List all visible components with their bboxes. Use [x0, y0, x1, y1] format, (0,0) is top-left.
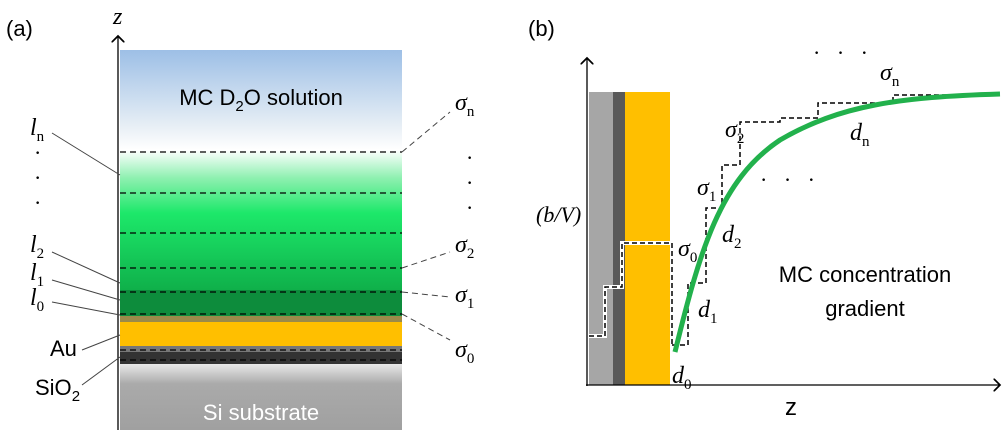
thickness-label: d0	[672, 363, 692, 393]
subscript: 0	[37, 299, 45, 315]
subscript: n	[862, 134, 870, 150]
density-label: σ1	[697, 175, 716, 205]
text: SiO	[35, 375, 72, 400]
svg-text:·: ·	[466, 195, 473, 220]
figure: (a) z MC D2O solution Si substrate Au Si…	[0, 0, 1006, 430]
interface-layer	[120, 316, 402, 322]
svg-text:·: ·	[466, 170, 473, 195]
subscript: n	[37, 129, 45, 145]
subscript: 2	[737, 131, 745, 147]
svg-text:·: ·	[34, 165, 41, 190]
thickness-label: d2	[722, 222, 742, 252]
oxide-layer	[120, 346, 402, 352]
thickness-label: d1	[698, 297, 718, 327]
subscript: 1	[37, 274, 45, 290]
annotation: gradient	[825, 296, 905, 321]
subscript: 2	[734, 236, 742, 252]
gold-label: Au	[50, 336, 77, 361]
leaders	[402, 112, 450, 340]
density-label: σ0	[455, 337, 474, 367]
thickness-label: dn	[850, 120, 870, 150]
svg-text:·: ·	[466, 145, 473, 170]
subscript: 2	[72, 388, 80, 405]
gradient-layer	[120, 150, 402, 290]
layer-label: ln	[30, 115, 45, 145]
layer-label: l2	[30, 232, 44, 262]
oxide-label: SiO2	[35, 375, 80, 405]
substrate-block	[589, 92, 613, 385]
axis-label: z	[785, 394, 797, 421]
oxide-block	[613, 92, 625, 385]
text: MC D	[179, 85, 235, 110]
axis-label: z	[112, 4, 123, 30]
axis-label: (b/V)	[536, 202, 581, 227]
density-label: σ0	[678, 236, 697, 266]
annotation: MC concentration	[779, 262, 951, 287]
density-label: σn	[455, 90, 475, 120]
panel-label: (a)	[6, 16, 33, 41]
subscript: n	[467, 104, 475, 120]
density-label: σn	[880, 60, 900, 90]
subscript: 2	[37, 246, 45, 262]
svg-text:·: ·	[34, 190, 41, 215]
subscript: 0	[467, 351, 475, 367]
density-label: σ1	[455, 282, 474, 312]
subscript: n	[892, 74, 900, 90]
subscript: 0	[690, 250, 698, 266]
svg-text:· · ·: · · ·	[813, 40, 868, 65]
gold-block	[625, 92, 670, 385]
subscript: 2	[467, 246, 475, 262]
oxide-layer	[120, 352, 402, 364]
subscript: 0	[684, 377, 692, 393]
svg-text:· · ·: · · ·	[760, 167, 815, 192]
subscript: 1	[467, 296, 475, 312]
density-label: σ2	[455, 232, 474, 262]
dense-layer	[120, 290, 402, 316]
gold-layer	[120, 322, 402, 346]
text: O solution	[244, 85, 343, 110]
subscript: 1	[710, 311, 718, 327]
subscript: 1	[709, 189, 717, 205]
panel-label: (b)	[528, 16, 555, 41]
substrate-label: Si substrate	[203, 400, 319, 425]
ellipsis: · · · · · ·	[760, 40, 868, 192]
subscript: 2	[235, 98, 243, 115]
